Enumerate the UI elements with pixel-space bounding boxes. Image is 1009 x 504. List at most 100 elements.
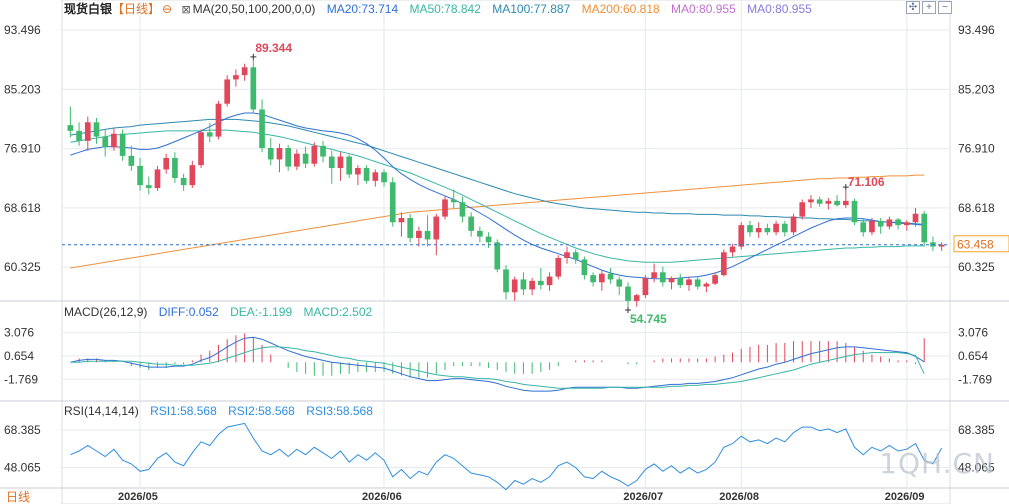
rsi2-value: RSI2:58.568	[228, 404, 295, 418]
candle-body	[529, 280, 535, 290]
ma20-line	[70, 112, 925, 280]
price-ytick-right: 60.325	[958, 260, 995, 274]
candle-body	[337, 156, 344, 168]
candle-body	[67, 125, 74, 131]
candle-body	[834, 200, 840, 206]
candle-body	[895, 219, 901, 226]
candle-body	[276, 148, 283, 160]
candle-body	[747, 225, 753, 233]
candle-body	[633, 295, 640, 301]
period-switch-icon[interactable]: ⊖	[162, 2, 173, 16]
candle-body	[677, 278, 684, 286]
candle-body	[180, 178, 187, 186]
x-tick-label: 2026/09	[885, 491, 925, 503]
candle-body	[816, 199, 823, 204]
candle-body	[703, 283, 710, 287]
high-label: 89.344	[255, 41, 292, 55]
candle-body	[468, 216, 474, 231]
candle-body	[311, 145, 318, 164]
candle-body	[267, 148, 274, 160]
candle-body	[154, 169, 161, 188]
price-ytick-left: 68.618	[4, 201, 41, 215]
ma-label: MA(20,50,100,200,0,0)	[192, 2, 316, 16]
candle-body	[851, 200, 858, 223]
candle-body	[938, 244, 945, 247]
candle-body	[389, 182, 396, 223]
candle-body	[808, 199, 814, 203]
candle-body	[503, 269, 509, 293]
candle-body	[250, 67, 257, 110]
ma0b-value: MA0:80.955	[747, 2, 812, 16]
price-ytick-left: 85.203	[4, 82, 41, 96]
candle-body	[755, 228, 762, 233]
plot-frame	[61, 0, 951, 504]
rsi-legend: RSI(14,14,14) RSI1:58.568 RSI2:58.568 RS…	[64, 404, 381, 418]
period-label[interactable]: 【日线】	[112, 2, 161, 16]
candle-body	[912, 213, 919, 223]
ma-settings-icon[interactable]: ⊠	[181, 4, 191, 16]
candle-body	[372, 172, 379, 181]
current-price-label: 63.458	[957, 238, 994, 252]
candle-body	[738, 225, 745, 247]
candle-body	[886, 219, 893, 227]
candle-body	[564, 252, 570, 258]
current-price-box	[953, 235, 1009, 253]
macd-label: MACD(26,12,9)	[64, 305, 148, 319]
candle-body	[137, 165, 143, 186]
candle-body	[111, 133, 117, 148]
zoom-out-icon[interactable]: −	[938, 1, 952, 14]
rsi1-value: RSI1:58.568	[150, 404, 217, 418]
candle-body	[285, 148, 292, 167]
rsi-ytick-left: 68.385	[4, 423, 41, 437]
candle-body	[764, 228, 771, 233]
rsi3-value: RSI3:58.568	[306, 404, 373, 418]
candle-body	[686, 279, 692, 286]
instrument-title: 现货白银	[64, 2, 113, 16]
candle-body	[477, 230, 483, 237]
candle-body	[119, 133, 126, 156]
price-ytick-right: 93.496	[958, 23, 995, 37]
candle-body	[520, 279, 527, 290]
candle-body	[163, 158, 170, 170]
candle-body	[729, 246, 736, 253]
candle-body	[84, 122, 91, 141]
ma100-value: MA100:77.887	[492, 2, 571, 16]
candle-body	[590, 275, 596, 283]
rsi-ytick-left: 48.065	[4, 460, 41, 474]
watermark: 1QH.CN	[879, 447, 995, 480]
macd-dea-line	[70, 346, 925, 389]
crosshair-icon[interactable]: ✣	[906, 1, 920, 14]
candle-body	[76, 130, 82, 141]
candle-body	[694, 279, 701, 287]
ma50-line	[70, 129, 925, 263]
candle-body	[224, 79, 231, 104]
candle-body	[189, 165, 196, 186]
low-marker	[624, 306, 631, 313]
candle-body	[842, 200, 849, 206]
candle-body	[877, 220, 884, 227]
candle-body	[625, 286, 631, 301]
candle-body	[93, 122, 100, 137]
macd-diff-line	[70, 336, 925, 392]
price-ytick-right: 76.910	[958, 142, 995, 156]
rsi-label: RSI(14,14,14)	[64, 404, 139, 418]
candle-body	[869, 220, 875, 233]
macd-diff: DIFF:0.052	[158, 305, 219, 319]
candle-body	[442, 199, 448, 217]
mid-high-marker	[842, 184, 849, 191]
mid-high-label: 71.106	[848, 175, 885, 189]
candle-body	[538, 280, 544, 286]
bottom-period-label[interactable]: 日线	[6, 490, 31, 504]
candle-body	[790, 216, 797, 233]
candle-body	[494, 242, 501, 270]
candle-body	[128, 155, 135, 166]
rsi-ytick-right: 48.065	[958, 460, 995, 474]
price-ytick-left: 76.910	[4, 142, 41, 156]
x-tick-label: 2026/08	[719, 491, 759, 503]
candle-body	[294, 153, 300, 167]
candle-body	[651, 272, 657, 278]
ma100-line	[70, 118, 925, 225]
zoom-in-icon[interactable]: +	[922, 1, 936, 14]
ma50-value: MA50:78.842	[409, 2, 481, 16]
candle-body	[799, 202, 806, 217]
